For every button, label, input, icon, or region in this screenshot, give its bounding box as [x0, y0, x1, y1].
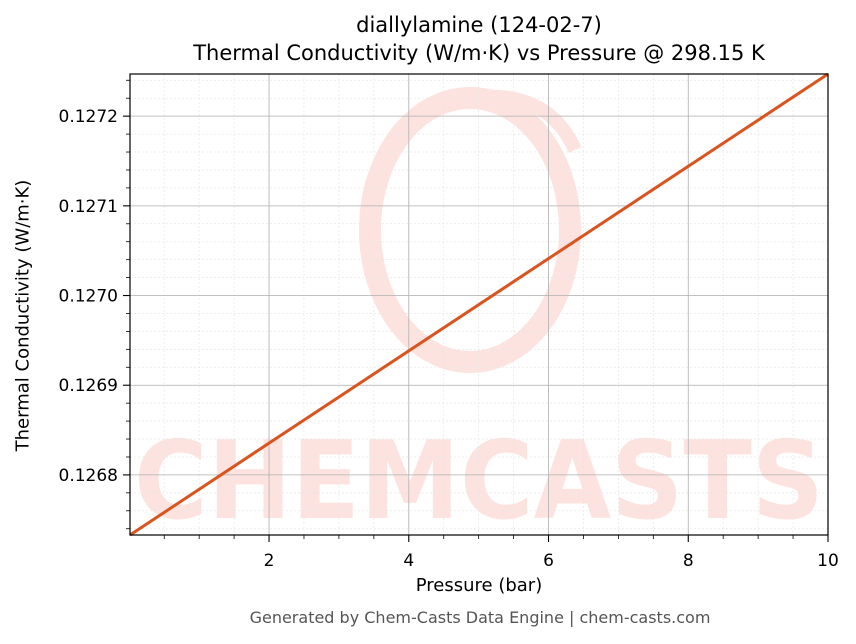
series-layer — [129, 72, 829, 537]
x-tick-label: 10 — [817, 551, 839, 571]
minor-grid — [130, 74, 828, 535]
x-tick-label: 2 — [264, 551, 275, 571]
chart-subtitle: Thermal Conductivity (W/m·K) vs Pressure… — [193, 41, 765, 65]
y-axis-label: Thermal Conductivity (W/m·K) — [12, 179, 34, 452]
x-tick-label: 8 — [683, 551, 694, 571]
y-tick-label: 0.1272 — [59, 107, 118, 127]
x-tick-label: 6 — [543, 551, 554, 571]
watermark-text: CHEMCASTS — [134, 419, 824, 544]
y-tick-label: 0.1268 — [59, 466, 118, 486]
y-tick-label: 0.1269 — [59, 376, 118, 396]
x-axis-label: Pressure (bar) — [415, 575, 543, 596]
watermark-ring — [359, 87, 581, 373]
major-grid — [130, 74, 828, 535]
footer-credit: Generated by Chem-Casts Data Engine | ch… — [249, 608, 711, 627]
axis-ticks: 2 4 6 8 10 0.1268 0.1269 0.1270 0.1271 0.1272 — [59, 79, 839, 571]
x-tick-label: 4 — [403, 551, 414, 571]
watermark-swoosh — [417, 89, 582, 153]
y-tick-label: 0.1270 — [59, 287, 118, 307]
series-line — [129, 72, 829, 537]
y-tick-label: 0.1271 — [59, 197, 118, 217]
chart-title: diallylamine (124-02-7) — [356, 13, 602, 37]
